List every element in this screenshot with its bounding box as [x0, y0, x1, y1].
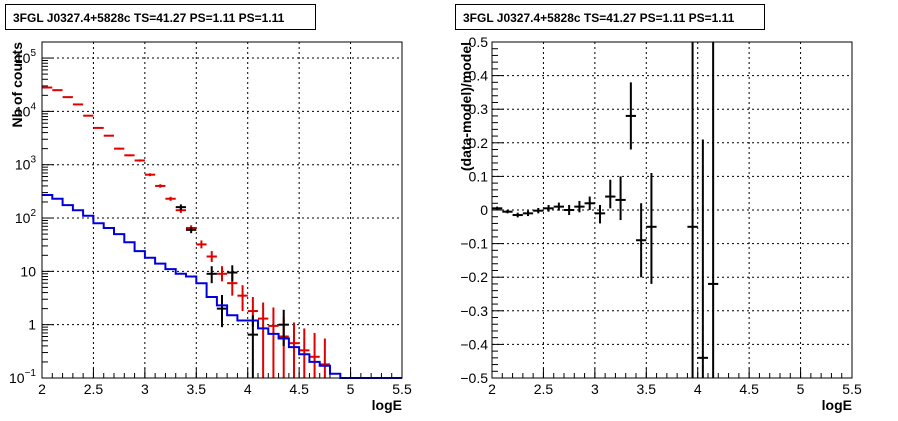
- chart-title: 3FGL J0327.4+5828c TS=41.27 PS=1.11 PS=1…: [455, 4, 765, 30]
- x-tick-label: 5.5: [392, 381, 412, 397]
- y-tick-label: 10: [20, 263, 36, 279]
- y-tick-label: 0: [480, 202, 488, 218]
- y-axis-title: (data-model)/model: [458, 42, 474, 171]
- x-tick-label: 3.5: [187, 381, 207, 397]
- residuals-plot-panel: 3FGL J0327.4+5828c TS=41.27 PS=1.11 PS=1…: [449, 0, 898, 421]
- x-tick-label: 3.5: [637, 381, 657, 397]
- x-tick-label: 4.5: [739, 381, 759, 397]
- counts-plot-svg: 2 2.5 3 3.5 4 4.5 5 5.510−1110102103104105logEN…: [9, 41, 412, 413]
- y-tick-label: 0.4: [469, 68, 489, 84]
- y-tick-label: 0.1: [469, 168, 489, 184]
- y-tick-label: −0.3: [460, 303, 488, 319]
- y-axis-title: Nb of counts: [9, 42, 25, 128]
- x-tick-label: 3: [591, 381, 599, 397]
- x-tick-label: 3: [141, 381, 149, 397]
- y-tick-label: 0.3: [469, 101, 489, 117]
- x-tick-label: 2: [488, 381, 496, 397]
- plot-frame: [491, 41, 853, 379]
- x-axis-title: logE: [822, 397, 852, 413]
- counts-plot-panel: 3FGL J0327.4+5828c TS=41.27 PS=1.11 PS=1…: [5, 4, 412, 413]
- x-tick-label: 4: [694, 381, 702, 397]
- x-tick-label: 4.5: [289, 381, 309, 397]
- model-step-line: [42, 194, 402, 379]
- y-tick-label: −0.4: [460, 336, 488, 352]
- y-tick-label: 103: [15, 155, 37, 173]
- y-tick-label: −0.2: [460, 269, 488, 285]
- x-tick-label: 4: [244, 381, 252, 397]
- y-tick-label: 10−1: [9, 368, 36, 386]
- x-tick-label: 2: [38, 381, 46, 397]
- y-tick-label: 0.2: [469, 135, 489, 151]
- x-axis-title: logE: [372, 397, 402, 413]
- y-tick-label: 102: [15, 208, 37, 226]
- chart-title: 3FGL J0327.4+5828c TS=41.27 PS=1.11 PS=1…: [5, 4, 316, 30]
- y-tick-label: −0.5: [460, 370, 488, 386]
- y-tick-label: 0.5: [469, 34, 489, 50]
- x-tick-label: 2.5: [534, 381, 554, 397]
- y-tick-label: −0.1: [460, 236, 488, 252]
- x-tick-label: 5: [347, 381, 355, 397]
- plot-frame: [41, 41, 403, 379]
- x-tick-label: 5.5: [842, 381, 862, 397]
- x-tick-label: 2.5: [84, 381, 104, 397]
- x-tick-label: 5: [797, 381, 805, 397]
- y-tick-label: 1: [28, 317, 36, 333]
- residuals-plot-svg: 2 2.5 3 3.5 4 4.5 5 5.5 −0.5 −0.4 −0.3 −0.2 −0.1 0 0.1…: [458, 34, 862, 413]
